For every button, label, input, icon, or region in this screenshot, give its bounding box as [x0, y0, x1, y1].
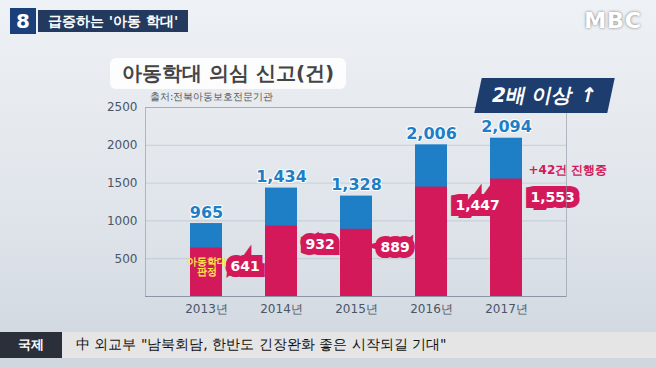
svg-text:965: 965 [190, 203, 223, 222]
svg-text:+42건 진행중: +42건 진행중 [529, 163, 608, 177]
svg-text:아동학대판정: 아동학대판정 [187, 256, 227, 277]
svg-text:2013년: 2013년 [185, 302, 228, 316]
svg-text:1500: 1500 [107, 176, 138, 190]
svg-text:2017년: 2017년 [485, 302, 528, 316]
svg-text:2500: 2500 [107, 100, 138, 114]
html-text:中 외교부 "남북회담, 한반도 긴장완화 좋은 시작되길: 中 외교부 "남북회담, 한반도 긴장완화 좋은 시작되길 기대" [76, 336, 447, 352]
svg-text:2000: 2000 [107, 138, 138, 152]
svg-text:2014년: 2014년 [260, 302, 303, 316]
html-text:아동학대 의심 신고(건): 아동학대 의심 신고(건) [122, 61, 335, 85]
svg-text:641: 641 [231, 258, 260, 274]
html-text:국제: 국제 [18, 337, 44, 352]
svg-text:1,553: 1,553 [531, 189, 575, 205]
html-text:출처:전북아동보호전문기관: 출처:전북아동보호전문기관 [150, 91, 274, 102]
svg-text:2016년: 2016년 [410, 302, 453, 316]
html-text:MBC: MBC [584, 8, 642, 33]
svg-text:932: 932 [306, 236, 335, 252]
svg-text:1,447: 1,447 [456, 197, 500, 213]
html-text:8: 8 [16, 9, 30, 33]
svg-text:1000: 1000 [107, 214, 138, 228]
html-text:2배 이상 ↑: 2배 이상 ↑ [489, 83, 600, 107]
svg-text:2,094: 2,094 [481, 117, 532, 136]
svg-text:500: 500 [115, 252, 138, 266]
svg-text:1,328: 1,328 [331, 175, 382, 194]
svg-text:2015년: 2015년 [335, 302, 378, 316]
svg-text:889: 889 [381, 239, 410, 255]
svg-text:2,006: 2,006 [406, 124, 457, 143]
svg-text:1,434: 1,434 [256, 167, 307, 186]
html-text:급증하는 '아동 학대': 급증하는 '아동 학대' [48, 13, 179, 29]
